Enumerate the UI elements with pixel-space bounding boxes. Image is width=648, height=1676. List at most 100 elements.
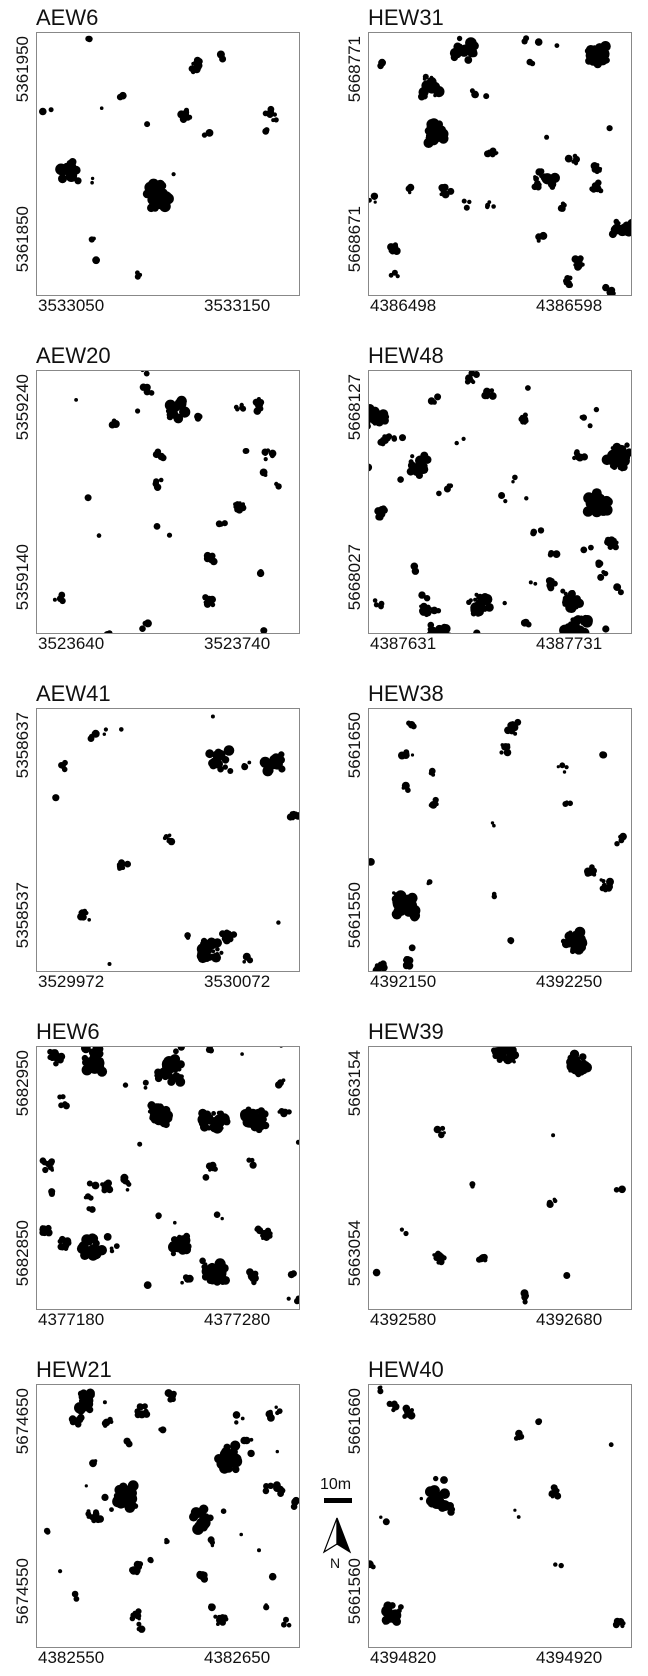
y-coordinate-bottom: 5359140 bbox=[13, 544, 32, 611]
canopy-patch bbox=[101, 1187, 108, 1194]
canopy-patch bbox=[137, 1141, 143, 1147]
canopy-patch bbox=[80, 1395, 87, 1402]
canopy-patch bbox=[562, 770, 567, 774]
canopy-patch bbox=[210, 1543, 215, 1548]
canopy-patch bbox=[597, 573, 605, 581]
canopy-patch bbox=[504, 726, 512, 735]
canopy-patch bbox=[593, 406, 600, 413]
canopy-patch bbox=[133, 1560, 142, 1569]
panel-title: HEW31 bbox=[368, 5, 444, 30]
canopy-patch bbox=[574, 625, 585, 633]
canopy-patch bbox=[379, 1385, 383, 1389]
canopy-patch bbox=[492, 823, 496, 828]
canopy-patch bbox=[257, 399, 265, 406]
canopy-patch bbox=[372, 1268, 381, 1277]
canopy-patch bbox=[126, 1500, 137, 1511]
canopy-patch bbox=[142, 620, 148, 626]
canopy-patch bbox=[173, 1048, 179, 1055]
canopy-patch bbox=[103, 1233, 112, 1241]
y-coordinate-top: 5359240 bbox=[13, 374, 32, 441]
y-coordinate-bottom: 5661560 bbox=[345, 1558, 364, 1625]
canopy-patch bbox=[404, 894, 415, 905]
canopy-patch bbox=[180, 1280, 184, 1285]
canopy-patch bbox=[472, 91, 479, 99]
canopy-patch bbox=[116, 862, 123, 868]
canopy-patch bbox=[378, 416, 382, 420]
canopy-patch bbox=[618, 837, 625, 844]
canopy-patch bbox=[571, 159, 576, 164]
canopy-patch bbox=[221, 520, 228, 527]
canopy-patch bbox=[277, 1110, 282, 1114]
canopy-patch bbox=[605, 885, 612, 892]
canopy-patch bbox=[42, 1225, 47, 1229]
canopy-patch bbox=[377, 1388, 384, 1395]
canopy-patch bbox=[405, 962, 414, 970]
canopy-patch bbox=[465, 374, 473, 382]
canopy-patch bbox=[45, 1160, 52, 1168]
canopy-patch bbox=[180, 112, 186, 119]
panel-title: AEW20 bbox=[36, 343, 111, 368]
canopy-patch bbox=[213, 939, 222, 948]
scale-bar bbox=[324, 1498, 352, 1503]
canopy-patch bbox=[155, 1212, 162, 1219]
canopy-patch bbox=[232, 1465, 240, 1474]
canopy-patch bbox=[570, 934, 576, 939]
canopy-patch bbox=[418, 591, 426, 599]
canopy-patch bbox=[286, 1296, 291, 1301]
canopy-patch bbox=[101, 1419, 109, 1427]
x-coordinate-left: 4392150 bbox=[370, 972, 437, 991]
canopy-patch bbox=[220, 1508, 227, 1514]
canopy-patch bbox=[173, 1220, 177, 1225]
canopy-patch bbox=[166, 839, 171, 843]
scale-bar-label: 10m bbox=[320, 1476, 352, 1493]
canopy-patch bbox=[410, 753, 415, 757]
canopy-patch bbox=[447, 1508, 455, 1516]
canopy-patch bbox=[610, 537, 617, 544]
canopy-patch bbox=[601, 879, 606, 884]
canopy-patch bbox=[574, 451, 581, 458]
canopy-patch bbox=[561, 202, 567, 208]
canopy-patch bbox=[184, 1242, 192, 1250]
canopy-patch bbox=[507, 1054, 511, 1059]
canopy-patch bbox=[113, 1243, 120, 1249]
canopy-patch bbox=[205, 129, 214, 137]
canopy-patch bbox=[522, 1299, 528, 1305]
canopy-patch bbox=[140, 371, 145, 373]
canopy-patch bbox=[154, 1073, 159, 1078]
y-coordinate-bottom: 5358537 bbox=[13, 882, 32, 949]
canopy-patch bbox=[119, 727, 124, 732]
canopy-patch bbox=[401, 781, 410, 790]
canopy-patch bbox=[562, 595, 569, 602]
canopy-patch bbox=[205, 749, 215, 759]
canopy-patch bbox=[87, 918, 91, 922]
canopy-patch bbox=[419, 453, 430, 464]
canopy-patch bbox=[599, 751, 607, 759]
panel-title: AEW41 bbox=[36, 681, 111, 706]
canopy-patch bbox=[153, 192, 159, 199]
canopy-patch bbox=[567, 275, 573, 281]
canopy-patch bbox=[480, 1256, 485, 1261]
canopy-patch bbox=[53, 1060, 59, 1067]
canopy-patch bbox=[213, 1268, 218, 1273]
panel-title: HEW21 bbox=[36, 1357, 112, 1382]
canopy-patch bbox=[111, 420, 120, 428]
canopy-patch bbox=[473, 597, 478, 602]
canopy-patch bbox=[183, 1275, 192, 1283]
canopy-patch bbox=[239, 504, 247, 512]
canopy-patch bbox=[564, 765, 569, 770]
canopy-patch bbox=[196, 413, 203, 420]
canopy-patch bbox=[223, 1616, 229, 1622]
canopy-patch bbox=[490, 821, 495, 825]
canopy-patch bbox=[570, 617, 575, 622]
canopy-patch bbox=[474, 592, 479, 597]
canopy-patch bbox=[170, 1251, 176, 1257]
canopy-patch bbox=[218, 1272, 224, 1278]
canopy-patch bbox=[86, 1180, 93, 1187]
canopy-patch bbox=[94, 1515, 103, 1524]
canopy-patch bbox=[205, 1047, 213, 1053]
canopy-patch bbox=[374, 507, 383, 516]
canopy-patch bbox=[580, 619, 587, 626]
canopy-patch bbox=[58, 174, 67, 184]
map-frame bbox=[368, 370, 632, 634]
canopy-patch bbox=[52, 794, 60, 802]
